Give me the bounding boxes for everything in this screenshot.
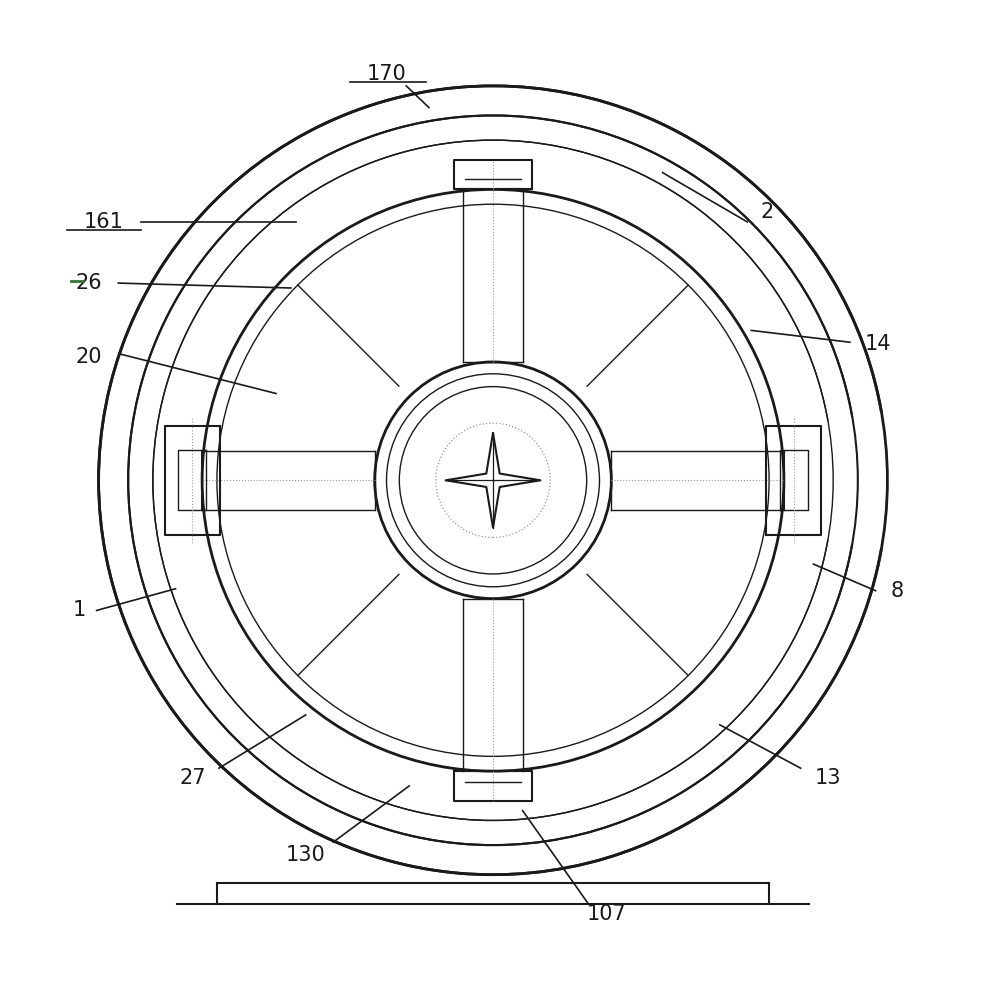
Text: 170: 170 xyxy=(367,64,406,84)
Text: 107: 107 xyxy=(587,904,626,924)
Text: 27: 27 xyxy=(179,768,205,788)
Text: 26: 26 xyxy=(75,273,103,293)
Text: 13: 13 xyxy=(815,768,841,788)
Text: 14: 14 xyxy=(865,334,890,354)
Text: 161: 161 xyxy=(84,212,123,232)
Text: 2: 2 xyxy=(760,202,774,222)
Text: 20: 20 xyxy=(76,347,102,367)
Text: 8: 8 xyxy=(890,581,904,601)
Text: 130: 130 xyxy=(286,845,325,865)
Text: 1: 1 xyxy=(72,600,86,620)
